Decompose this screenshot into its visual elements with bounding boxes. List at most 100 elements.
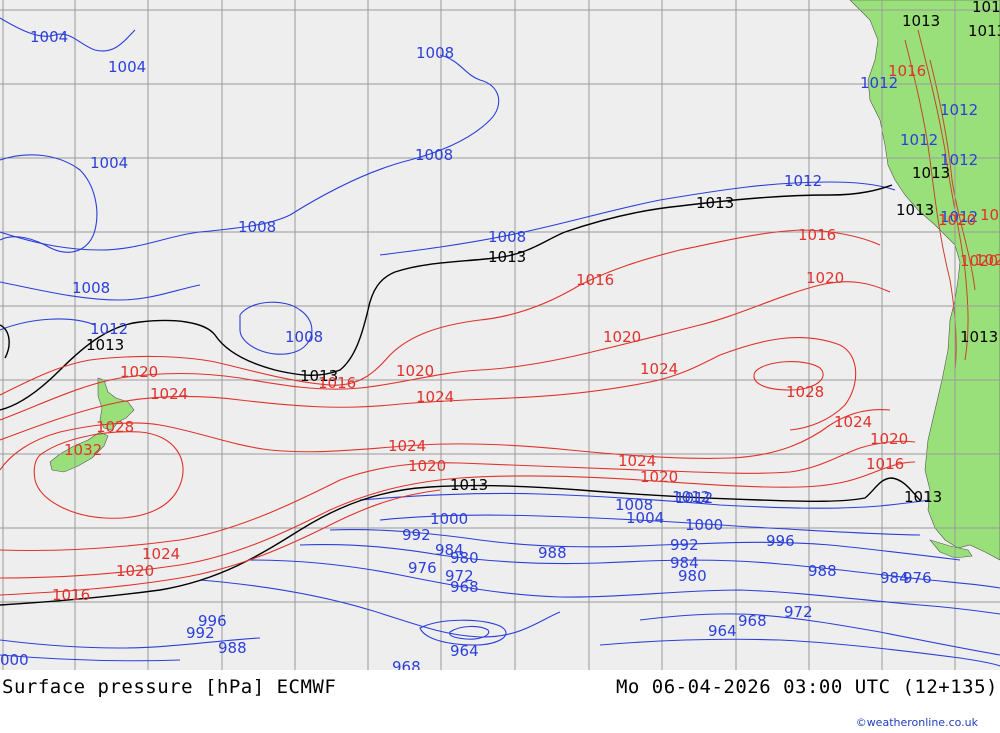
map-datetime: Mo 06-04-2026 03:00 UTC (12+135)	[615, 676, 998, 698]
ocean-background	[0, 0, 1000, 670]
land-nz-south	[49, 431, 109, 473]
isobar-label-low: 1004	[30, 28, 68, 46]
isobar-label-low: 992	[402, 526, 431, 544]
isobar-label-low: 988	[218, 639, 247, 657]
map-title: Surface pressure [hPa] ECMWF	[2, 676, 337, 698]
isobar-label-low: 980	[450, 549, 479, 567]
isobars-high	[0, 229, 916, 596]
isobar-label-low: 992	[186, 624, 215, 642]
isobar-label-high: 1016	[576, 271, 614, 289]
isobar-label-low: 1008	[615, 496, 653, 514]
isobar-label-low: 1012	[675, 489, 713, 507]
isobar-label-low: 1004	[108, 58, 146, 76]
credit-link[interactable]: ©weatheronline.co.uk	[855, 716, 978, 729]
isobar-label-high: 1032	[64, 441, 102, 459]
isobar-label-low: 1008	[238, 218, 276, 236]
isobar-label-high: 1020	[640, 468, 678, 486]
isobar-label-high: 1020	[120, 363, 158, 381]
isobar-label-low: 992	[670, 536, 699, 554]
isobar-label-high: 1020	[938, 211, 976, 229]
isobar-label-low: 972	[445, 567, 474, 585]
isobar-label-high: 1020	[960, 252, 998, 270]
isobar-label-low: 1008	[488, 228, 526, 246]
isobar-label-high: 1028	[786, 383, 824, 401]
isobar-label-high: 1024	[416, 388, 454, 406]
isobar-label-standard: 1013	[904, 488, 942, 506]
land-masses	[49, 0, 1000, 561]
land-nz-north	[97, 377, 135, 431]
isobar-label-low: 1008	[416, 44, 454, 62]
isobar-label-high: 1024	[834, 413, 872, 431]
isobar-label-low: 984	[880, 569, 909, 587]
isobars-standard	[0, 184, 921, 606]
isobar-label-low: 1012	[940, 101, 978, 119]
isobar-label-high: 1020	[870, 430, 908, 448]
isobar-label-high: 1016	[798, 226, 836, 244]
isobar-label-high: 1024	[142, 545, 180, 563]
isobar-label-high: 1020	[116, 562, 154, 580]
isobar-label-low: 988	[808, 562, 837, 580]
isobar-label-low: 1008	[72, 279, 110, 297]
isobar-label-low: 996	[198, 612, 227, 630]
isobar-label-low: 984	[435, 541, 464, 559]
isobar-label-high: 1020	[603, 328, 641, 346]
isobar-label-high: 1020	[408, 457, 446, 475]
isobar-label-high: 1024	[640, 360, 678, 378]
isobar-label-low: 976	[903, 569, 932, 587]
isobar-label-standard: 1013	[896, 201, 934, 219]
isobar-label-low: 1012	[860, 74, 898, 92]
isobar-label-low: 1012	[900, 131, 938, 149]
isobar-label-low: 1008	[415, 146, 453, 164]
isobar-label-low: 1012	[90, 320, 128, 338]
isobar-label-standard: 1013	[86, 336, 124, 354]
isobar-label-standard: 1013	[902, 12, 940, 30]
isobar-label-low: 968	[450, 578, 479, 596]
isobar-label-high: 1016	[866, 455, 904, 473]
isobar-label-low: 1008	[285, 328, 323, 346]
isobar-label-high: 1020	[806, 269, 844, 287]
isobar-label-low: 988	[538, 544, 567, 562]
isobar-label-high: 1024	[618, 452, 656, 470]
isobar-label-low: 984	[670, 554, 699, 572]
isobar-label-low: 968	[738, 612, 767, 630]
isobar-label-low: 1012	[940, 208, 978, 226]
isobar-label-standard: 1013	[696, 194, 734, 212]
isobar-label-high: 1020	[396, 362, 434, 380]
isobar-label-low: 980	[678, 567, 707, 585]
isobar-label-standard: 1013	[960, 328, 998, 346]
isobar-label-low: 1012	[940, 151, 978, 169]
isobar-label-standard: 1013	[450, 476, 488, 494]
isobar-label-low: 1012	[672, 488, 710, 506]
isobar-label-low: 972	[784, 603, 813, 621]
isobar-label-high: 1016	[980, 206, 1000, 224]
isobar-label-high: 1028	[96, 418, 134, 436]
isobar-label-low: 1012	[784, 172, 822, 190]
isobar-label-low: 1004	[626, 509, 664, 527]
isobar-label-low: 1004	[90, 154, 128, 172]
isobar-label-low: 964	[450, 642, 479, 660]
isobar-label-standard: 1013	[488, 248, 526, 266]
isobar-label-high: 1020	[975, 251, 1000, 269]
isobar-label-low: 1000	[685, 516, 723, 534]
footer	[0, 670, 1000, 733]
isobar-label-high: 1016	[52, 586, 90, 604]
isobar-label-low: 976	[408, 559, 437, 577]
isobar-label-low: 964	[708, 622, 737, 640]
isobar-label-low: 968	[392, 658, 421, 670]
isobar-label-standard: 1013	[968, 22, 1000, 40]
isobar-label-standard: 1013	[300, 367, 338, 385]
isobar-label-high: 1016	[318, 374, 356, 392]
isobar-label-high: 1024	[388, 437, 426, 455]
isobars-low	[0, 17, 1000, 667]
isobar-label-high: 1024	[150, 385, 188, 403]
pressure-map: 60E170E180170W160W150W140W130W120W110W10…	[0, 0, 1000, 670]
land-south-america	[849, 0, 1000, 561]
isobar-label-high: 1016	[888, 62, 926, 80]
isobar-label-standard: 1013	[972, 0, 1000, 16]
isobar-labels: 1004100410081004100810081008101210081012…	[0, 0, 1000, 670]
land-tierra-del-fuego	[929, 539, 973, 559]
isobar-label-low: 000	[0, 651, 29, 669]
isobar-label-low: 1000	[430, 510, 468, 528]
isobar-label-standard: 1013	[912, 164, 950, 182]
isobar-label-low: 996	[766, 532, 795, 550]
